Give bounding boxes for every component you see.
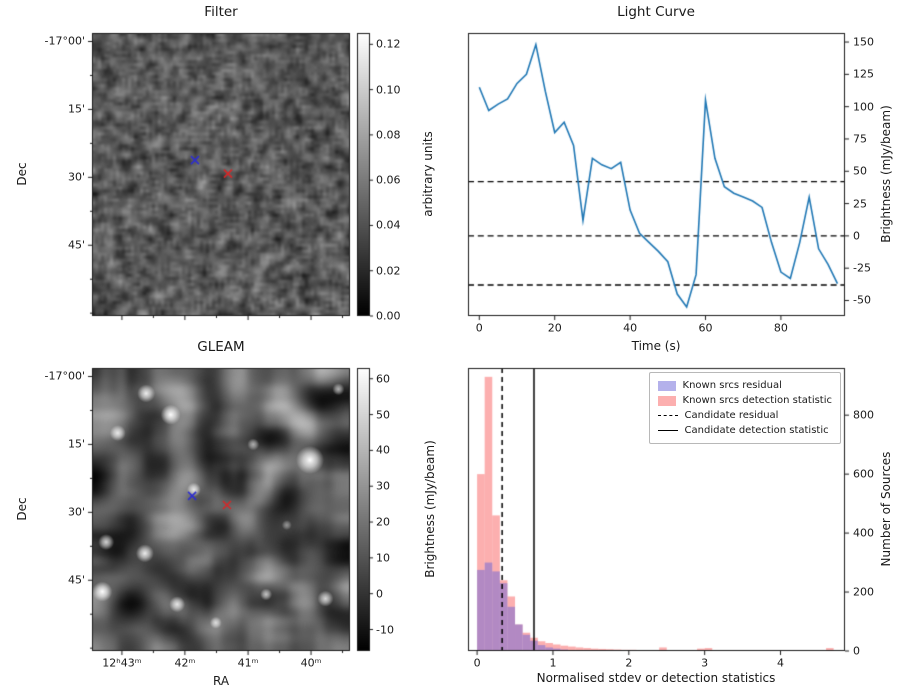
- tick-label: -50: [853, 293, 871, 307]
- tick-label: 0: [473, 656, 481, 670]
- tick-label: 40ᵐ: [300, 656, 322, 670]
- tick-label: 0: [475, 321, 483, 335]
- legend-item: Known srcs residual: [657, 378, 832, 393]
- filter-title: Filter: [204, 4, 238, 20]
- light-curve-ylabel: Brightness (mJy/beam): [879, 105, 893, 243]
- tick-label: 0.04: [376, 218, 401, 232]
- tick-label: 100: [853, 100, 874, 114]
- tick-label: 10: [376, 551, 390, 565]
- tick-label: 1: [549, 656, 557, 670]
- tick-label: 0: [376, 587, 383, 601]
- tick-label: 200: [853, 585, 874, 599]
- tick-label: 50: [376, 408, 390, 422]
- tick-label: 80: [773, 321, 788, 335]
- gleam-ylabel: Dec: [15, 497, 29, 521]
- legend-label: Candidate residual: [684, 410, 779, 421]
- tick-label: 50: [853, 164, 867, 178]
- filter-ylabel: Dec: [15, 162, 29, 186]
- tick-label: 2: [625, 656, 633, 670]
- tick-label: 0.00: [376, 309, 401, 323]
- legend-label: Known srcs detection statistic: [682, 395, 832, 406]
- tick-label: 0: [853, 644, 860, 658]
- tick-label: 75: [853, 132, 867, 146]
- tick-label: -10: [376, 623, 394, 636]
- tick-label: 12ʰ43ᵐ: [102, 656, 142, 670]
- legend: Known srcs residual Known srcs detection …: [648, 372, 841, 444]
- filter-colorbar-label: arbitrary units: [421, 131, 435, 217]
- tick-label: -17°00': [44, 369, 86, 383]
- legend-swatch: [657, 380, 676, 391]
- tick-label: 0.02: [376, 264, 401, 278]
- tick-label: 30: [376, 479, 390, 493]
- tick-label: 125: [853, 67, 874, 81]
- tick-label: 15': [67, 437, 85, 451]
- legend-item: Candidate residual: [657, 408, 832, 423]
- legend-line-swatch: [657, 415, 678, 416]
- legend-item: Known srcs detection statistic: [657, 393, 832, 408]
- tick-label: -25: [853, 261, 871, 275]
- tick-label: 0.12: [376, 37, 401, 51]
- tick-label: -17°00': [44, 34, 86, 48]
- gleam-xlabel: RA: [212, 674, 230, 688]
- tick-label: 4: [777, 656, 785, 670]
- histogram-ylabel: Number of Sources: [879, 451, 893, 567]
- tick-label: 15': [67, 102, 85, 116]
- tick-label: 0.06: [376, 173, 401, 187]
- tick-label: 45': [67, 573, 85, 587]
- legend-swatch: [657, 395, 676, 406]
- legend-item: Candidate detection statistic: [657, 423, 832, 438]
- legend-line-swatch: [657, 430, 678, 431]
- tick-label: 45': [67, 238, 85, 252]
- light-curve-title: Light Curve: [617, 4, 695, 20]
- histogram-xlabel: Normalised stdev or detection statistics: [536, 671, 776, 685]
- tick-label: 41ᵐ: [237, 656, 259, 670]
- tick-label: 30': [67, 505, 85, 519]
- tick-label: 30': [67, 170, 85, 184]
- tick-label: 20: [376, 515, 390, 529]
- tick-label: 0.08: [376, 128, 401, 142]
- tick-label: 20: [547, 321, 562, 335]
- tick-label: 40: [623, 321, 638, 335]
- tick-label: 60: [698, 321, 713, 335]
- tick-label: 0: [853, 229, 860, 243]
- tick-label: 25: [853, 197, 867, 211]
- tick-label: 0.10: [376, 83, 401, 97]
- gleam-title: GLEAM: [197, 339, 245, 355]
- tick-label: 400: [853, 526, 874, 540]
- tick-label: 150: [853, 35, 874, 49]
- tick-label: 3: [701, 656, 709, 670]
- legend-label: Known srcs residual: [682, 380, 782, 391]
- tick-label: 42ᵐ: [174, 656, 196, 670]
- tick-label: 800: [853, 408, 874, 422]
- light-curve-xlabel: Time (s): [631, 339, 681, 353]
- legend-label: Candidate detection statistic: [684, 425, 829, 436]
- tick-label: 60: [376, 372, 390, 386]
- gleam-colorbar-label: Brightness (mJy/beam): [423, 440, 437, 578]
- tick-label: 600: [853, 467, 874, 481]
- tick-label: 40: [376, 443, 390, 457]
